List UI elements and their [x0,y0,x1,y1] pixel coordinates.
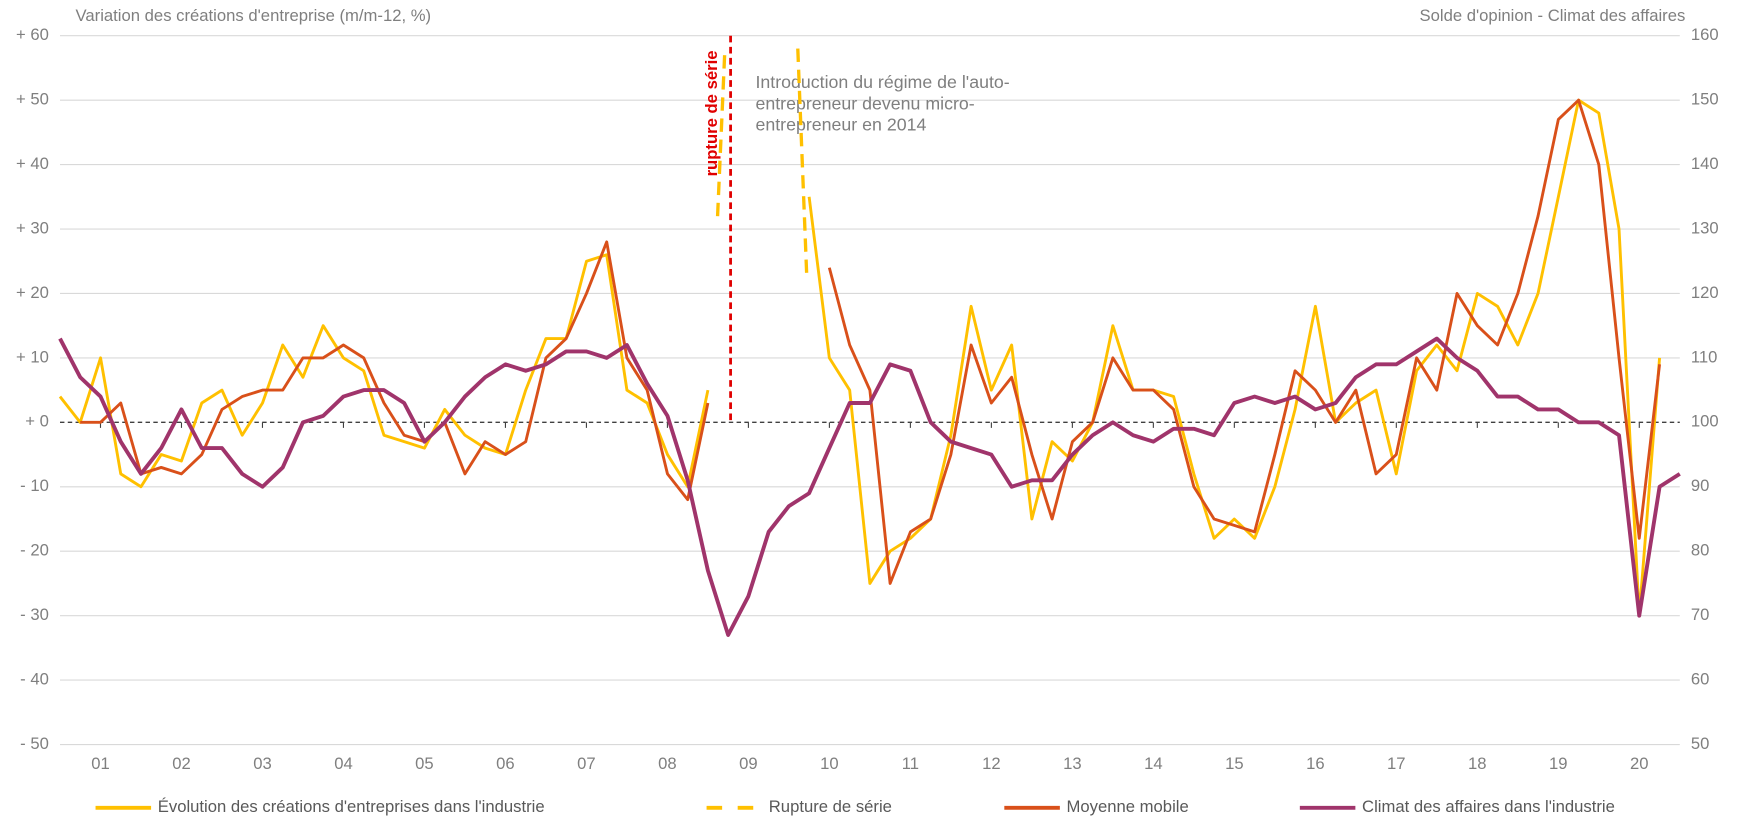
y2-tick-label: 120 [1691,283,1719,302]
y2-tick-label: 80 [1691,541,1710,560]
y2-tick-label: 100 [1691,412,1719,431]
chart-title: Variation des créations d'entreprise (m/… [76,6,432,25]
legend-label: Évolution des créations d'entreprises da… [158,797,545,816]
x-tick-label: 05 [415,754,434,773]
legend-label: Moyenne mobile [1067,797,1189,816]
y-tick-label: - 30 [20,605,49,624]
legend-label: Rupture de série [769,797,892,816]
y2-tick-label: 140 [1691,154,1719,173]
y-tick-label: - 50 [20,734,49,753]
rupture-label: rupture de série [702,51,721,177]
x-tick-label: 12 [982,754,1001,773]
x-tick-label: 03 [253,754,272,773]
x-tick-label: 06 [496,754,515,773]
y2-tick-label: 130 [1691,218,1719,237]
x-tick-label: 11 [902,754,919,773]
y2-title: Solde d'opinion - Climat des affaires [1420,6,1686,25]
annotation: entrepreneur en 2014 [755,114,926,134]
x-tick-label: 16 [1306,754,1325,773]
series-line [58,336,1681,637]
y-tick-label: - 20 [20,541,49,560]
y-tick-label: - 10 [20,476,49,495]
y2-tick-label: 110 [1691,347,1718,366]
x-tick-label: 04 [334,754,353,773]
y-tick-label: + 10 [16,347,49,366]
y2-tick-label: 60 [1691,669,1710,688]
x-tick-label: 02 [172,754,191,773]
x-tick-label: 13 [1063,754,1082,773]
x-tick-label: 18 [1468,754,1487,773]
annotation: Introduction du régime de l'auto- [755,72,1009,92]
series-line [80,98,1662,585]
y-tick-label: + 60 [16,25,49,44]
y2-tick-label: 150 [1691,90,1719,109]
legend-label: Climat des affaires dans l'industrie [1362,797,1615,816]
x-tick-label: 10 [820,754,839,773]
x-tick-label: 01 [91,754,110,773]
x-tick-label: 20 [1630,754,1649,773]
y-tick-label: + 40 [16,154,49,173]
y2-tick-label: 160 [1691,25,1719,44]
y-tick-label: - 40 [20,669,49,688]
y2-tick-label: 90 [1691,476,1710,495]
x-tick-label: 17 [1387,754,1406,773]
series-line [715,48,809,275]
y-tick-label: + 0 [25,412,49,431]
x-tick-label: 15 [1225,754,1244,773]
y-tick-label: + 50 [16,90,49,109]
x-tick-label: 14 [1144,754,1163,773]
x-tick-label: 07 [577,754,596,773]
x-tick-label: 19 [1549,754,1568,773]
x-tick-label: 08 [658,754,677,773]
x-tick-label: 09 [739,754,758,773]
y2-tick-label: 50 [1691,734,1710,753]
y-tick-label: + 20 [16,283,49,302]
y-tick-label: + 30 [16,218,49,237]
y2-tick-label: 70 [1691,605,1710,624]
annotation: entrepreneur devenu micro- [755,93,974,113]
